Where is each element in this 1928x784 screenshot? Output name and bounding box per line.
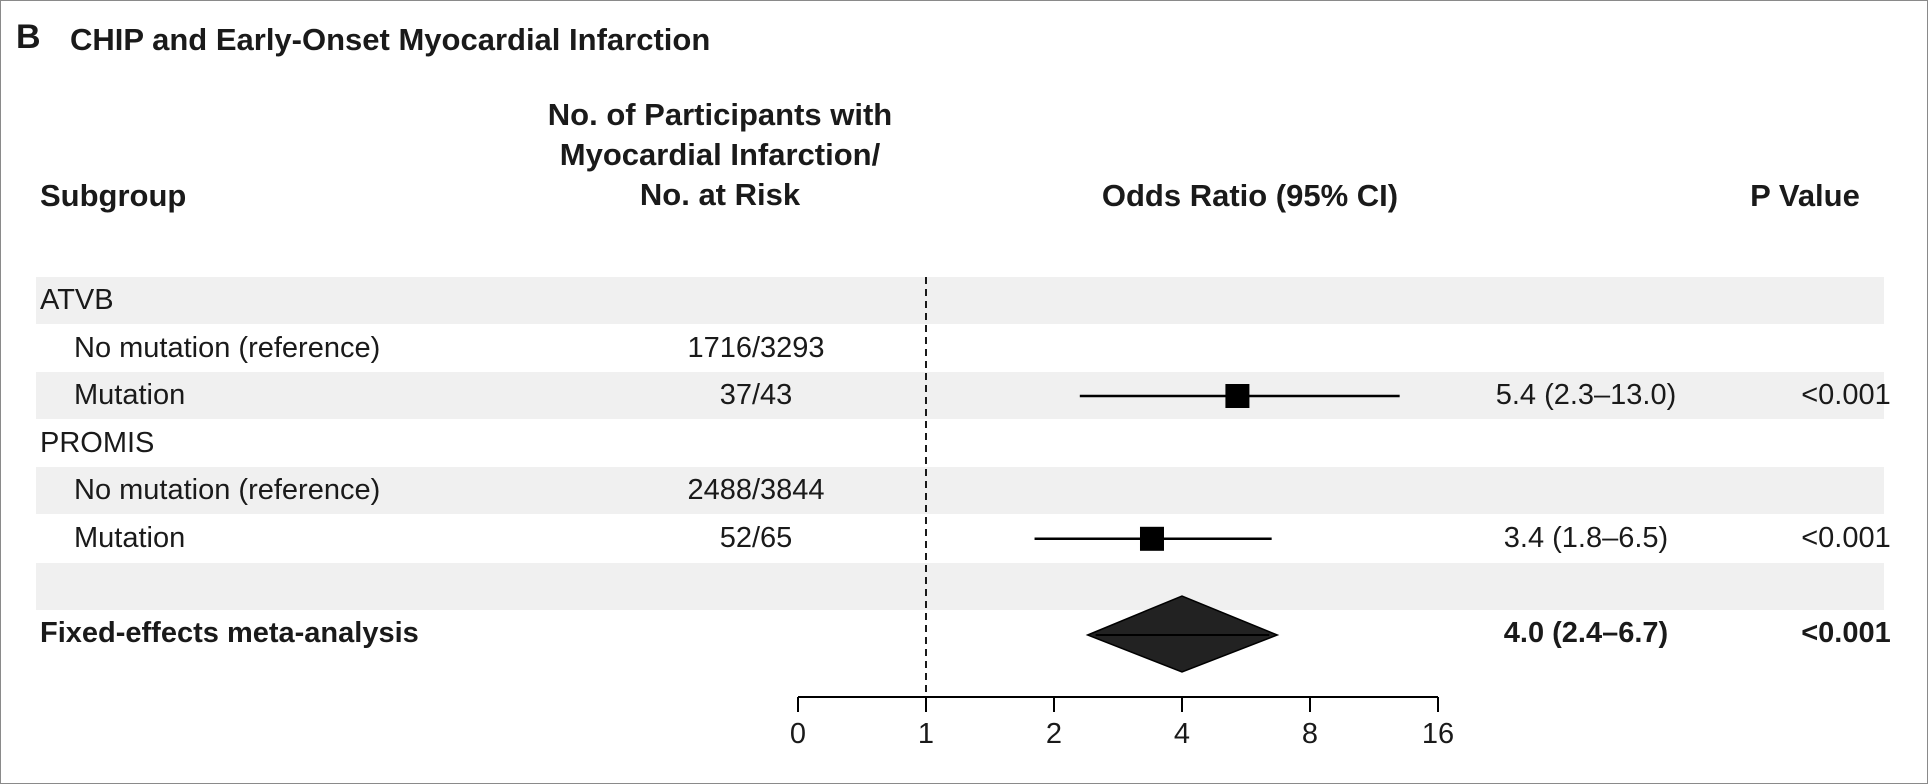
row-label: Mutation (74, 522, 186, 554)
row-label: Fixed-effects meta-analysis (40, 617, 419, 650)
row-count: 2488/3844 (687, 474, 825, 507)
table-row (36, 562, 1884, 610)
x-axis-tick-label: 0 (790, 718, 806, 750)
point-estimate-square (1225, 384, 1250, 408)
row-odds-ratio: 3.4 (1.8–6.5) (1503, 522, 1669, 554)
x-axis-tick-label: 16 (1422, 718, 1454, 750)
header-participants-line1: No. of Participants with (547, 97, 893, 132)
row-count: 1716/3293 (687, 331, 825, 364)
row-label: PROMIS (40, 426, 155, 459)
row-label: ATVB (40, 284, 114, 316)
panel-letter: B (16, 18, 41, 56)
row-label: Mutation (74, 379, 186, 412)
row-count: 37/43 (719, 379, 793, 412)
table-row: No mutation (reference) 1716/3293 (36, 325, 1884, 372)
row-p-value: <0.001 (1801, 522, 1891, 554)
row-p-value: <0.001 (1801, 617, 1891, 650)
x-axis-tick-label: 1 (918, 718, 934, 750)
table-row: ATVB (36, 277, 1884, 324)
table-row: Fixed-effects meta-analysis 4.0 (2.4–6.7)… (36, 610, 1891, 657)
header-participants-line2: Myocardial Infarction/ (559, 137, 881, 172)
header-odds-ratio: Odds Ratio (95% CI) (1101, 178, 1399, 213)
figure-title: CHIP and Early-Onset Myocardial Infarcti… (70, 22, 711, 57)
row-count: 52/65 (719, 522, 793, 554)
header-p-value: P Value (1750, 178, 1860, 213)
x-axis-tick-label: 8 (1302, 718, 1318, 750)
row-odds-ratio: 4.0 (2.4–6.7) (1503, 617, 1669, 650)
table-row: Mutation 37/43 5.4 (2.3–13.0) <0.001 (36, 372, 1891, 420)
row-label: No mutation (reference) (74, 474, 381, 507)
row-p-value: <0.001 (1801, 379, 1891, 412)
row-odds-ratio: 5.4 (2.3–13.0) (1495, 379, 1677, 412)
table-row: Mutation 52/65 3.4 (1.8–6.5) <0.001 (36, 515, 1891, 562)
table-row: No mutation (reference) 2488/3844 (36, 467, 1884, 515)
header-subgroup: Subgroup (40, 178, 187, 213)
header-participants-line3: No. at Risk (639, 177, 801, 212)
x-axis-tick-label: 4 (1174, 718, 1190, 750)
x-axis-tick-label: 2 (1046, 718, 1062, 750)
point-estimate-square (1139, 526, 1164, 551)
header-participants: No. of Participants with Myocardial Infa… (520, 95, 920, 215)
table-row: PROMIS (36, 420, 1884, 467)
row-label: No mutation (reference) (74, 331, 381, 364)
